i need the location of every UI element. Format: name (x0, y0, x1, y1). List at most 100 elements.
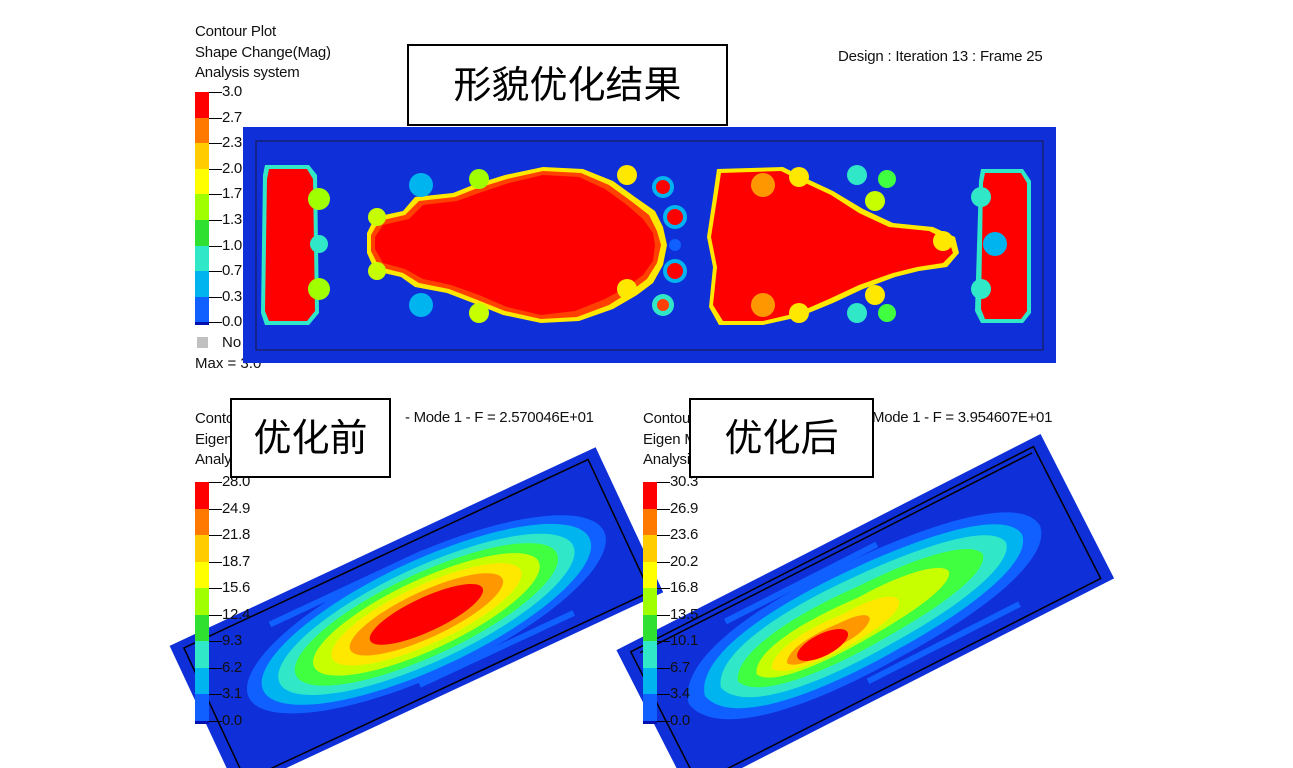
legend-tick (209, 271, 222, 273)
legend-swatch (195, 296, 209, 323)
legend-tick-label: 13.5 (670, 605, 698, 623)
legend-tick-label: 2.7 (222, 108, 242, 126)
legend-tick-label: 20.2 (670, 552, 698, 570)
legend-swatch (643, 561, 657, 588)
legend-tick (209, 168, 222, 170)
legend-tick (209, 143, 222, 145)
legend-tick (657, 720, 670, 722)
topography-contour-plot (243, 127, 1056, 363)
legend-tick-label: 16.8 (670, 579, 698, 596)
legend-swatch (195, 561, 209, 588)
legend-swatch (195, 92, 209, 118)
legend-tick (209, 92, 222, 93)
no-result-swatch (197, 337, 208, 348)
center-small-beads (617, 165, 687, 316)
top-header-line-2: Shape Change(Mag) (195, 43, 331, 61)
top-contour-legend: 3.0 2.7 2.3 2.0 1.7 1.3 1.0 0.7 0.3 0.0 (195, 84, 275, 330)
legend-tick (657, 561, 670, 563)
legend-swatch (643, 720, 657, 724)
bl-mode-frequency: - Mode 1 - F = 2.570046E+01 (405, 409, 594, 426)
bl-mode-shape-plot (169, 447, 664, 768)
legend-tick-label: 24.9 (222, 499, 250, 517)
legend-tick-label: 0.0 (670, 711, 690, 729)
legend-tick (209, 508, 222, 510)
legend-tick-label: 0.0 (222, 313, 242, 331)
legend-tick (657, 667, 670, 669)
legend-swatch (195, 694, 209, 721)
legend-tick (209, 220, 222, 221)
top-contour-header: Contour Plot Shape Change(Mag) Analysis … (195, 22, 331, 84)
after-optimization-label: 优化后 (689, 398, 874, 478)
legend-tick (209, 194, 222, 196)
legend-tick-label: 23.6 (670, 526, 698, 543)
legend-swatch (195, 588, 209, 615)
legend-tick-label: 0.3 (222, 287, 242, 305)
top-header-line-3: Analysis system (195, 64, 300, 81)
legend-swatch (643, 588, 657, 615)
legend-tick-label: 6.2 (222, 658, 242, 676)
br-mode-frequency: Mode 1 - F = 3.954607E+01 (872, 409, 1053, 426)
legend-swatch (195, 245, 209, 272)
legend-swatch (643, 482, 657, 509)
legend-tick (209, 588, 222, 589)
legend-tick-label: 3.1 (222, 685, 242, 702)
legend-tick-label: 9.3 (222, 632, 242, 649)
legend-swatch (643, 694, 657, 721)
left-central-bead (367, 167, 667, 323)
legend-swatch (195, 143, 209, 169)
before-optimization-label: 优化前 (230, 398, 391, 478)
legend-tick-label: 21.8 (222, 526, 250, 543)
legend-tick (657, 508, 670, 510)
legend-swatch (195, 168, 209, 195)
legend-tick (209, 561, 222, 563)
legend-swatch (195, 117, 209, 144)
legend-tick-label: 3.4 (670, 685, 690, 702)
legend-tick-label: 2.0 (222, 159, 242, 177)
legend-tick (209, 667, 222, 669)
legend-swatch (195, 614, 209, 641)
right-end-bead (971, 169, 1031, 323)
legend-tick-label: 3.0 (222, 83, 242, 100)
legend-swatch (195, 322, 209, 326)
legend-swatch (195, 667, 209, 694)
legend-tick-label: 0.0 (222, 711, 242, 729)
legend-tick (209, 117, 222, 119)
legend-tick (657, 694, 670, 695)
legend-tick (209, 614, 222, 616)
legend-swatch (643, 508, 657, 535)
legend-tick (209, 720, 222, 722)
right-central-bead (707, 165, 959, 325)
legend-tick-label: 1.7 (222, 185, 242, 203)
legend-tick (209, 641, 222, 642)
legend-tick (657, 588, 670, 589)
legend-tick-label: 6.7 (670, 658, 690, 676)
topography-result-title: 形貌优化结果 (407, 44, 728, 126)
legend-tick (657, 482, 670, 483)
legend-swatch (195, 508, 209, 535)
design-iteration-label: Design : Iteration 13 : Frame 25 (838, 48, 1043, 65)
legend-tick (209, 694, 222, 695)
legend-tick-label: 12.4 (222, 605, 250, 623)
legend-swatch (643, 614, 657, 641)
bl-contour-legend: 28.0 24.9 21.8 18.7 15.6 12.4 9.3 6.2 3.… (195, 474, 275, 729)
legend-tick (209, 245, 222, 247)
legend-tick-label: 26.9 (670, 499, 698, 517)
br-mode-shape-plot (616, 434, 1115, 768)
legend-tick (209, 296, 222, 298)
legend-tick-label: 15.6 (222, 579, 250, 596)
legend-tick (209, 482, 222, 483)
legend-swatch (195, 720, 209, 724)
legend-tick-label: 1.0 (222, 236, 242, 254)
legend-tick (657, 641, 670, 642)
top-header-line-1: Contour Plot (195, 23, 276, 40)
legend-tick (209, 322, 222, 324)
legend-tick-label: 10.1 (670, 632, 698, 649)
left-end-bead (261, 165, 330, 325)
legend-swatch (643, 667, 657, 694)
legend-swatch (643, 641, 657, 668)
legend-swatch (195, 641, 209, 668)
legend-tick-label: 2.3 (222, 134, 242, 152)
legend-tick-label: 1.3 (222, 211, 242, 228)
legend-tick (657, 535, 670, 536)
